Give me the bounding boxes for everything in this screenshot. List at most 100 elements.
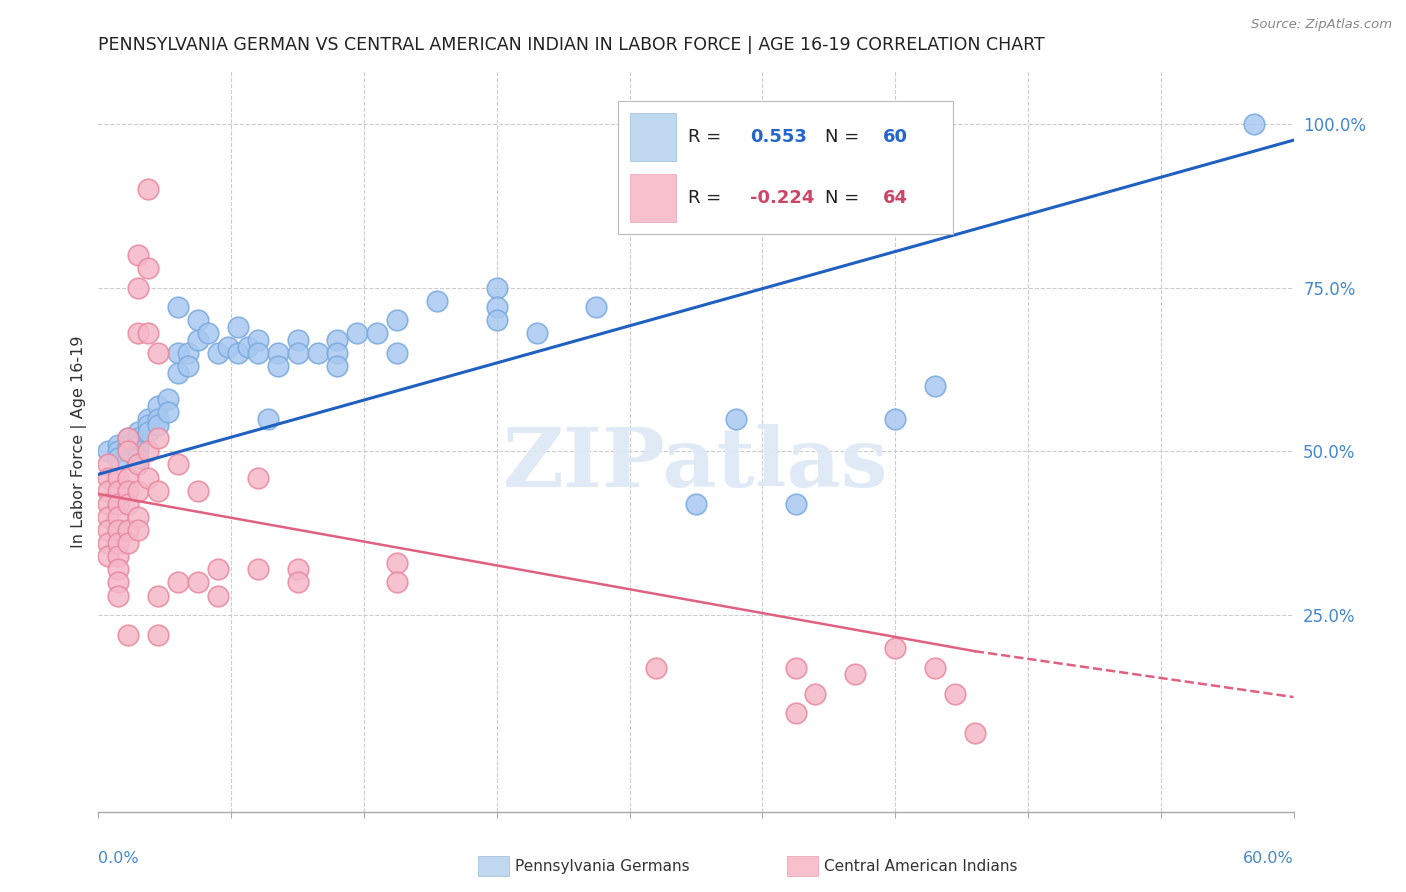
Point — [785, 706, 807, 721]
Point — [326, 333, 349, 347]
Point — [148, 411, 170, 425]
Point — [167, 458, 190, 472]
Point — [785, 497, 807, 511]
Point — [685, 497, 707, 511]
Point — [117, 431, 139, 445]
Point — [485, 280, 508, 294]
Point — [97, 536, 120, 550]
Point — [226, 346, 249, 360]
Text: N =: N = — [825, 189, 865, 207]
Point — [127, 523, 149, 537]
Point — [924, 660, 946, 674]
Point — [287, 562, 309, 576]
Point — [385, 346, 409, 360]
Point — [366, 326, 388, 341]
Point — [117, 444, 139, 458]
Point — [107, 483, 129, 498]
Point — [207, 562, 229, 576]
Point — [148, 418, 170, 433]
Point — [97, 483, 120, 498]
Point — [148, 589, 170, 603]
Point — [844, 667, 866, 681]
Text: PENNSYLVANIA GERMAN VS CENTRAL AMERICAN INDIAN IN LABOR FORCE | AGE 16-19 CORREL: PENNSYLVANIA GERMAN VS CENTRAL AMERICAN … — [98, 36, 1045, 54]
Point — [127, 450, 149, 465]
Point — [645, 660, 668, 674]
Point — [97, 523, 120, 537]
Text: 60: 60 — [883, 128, 907, 146]
FancyBboxPatch shape — [619, 101, 953, 235]
Point — [107, 536, 129, 550]
Point — [236, 339, 259, 353]
Point — [187, 333, 209, 347]
Point — [267, 346, 290, 360]
Point — [97, 549, 120, 564]
Point — [963, 726, 986, 740]
Point — [246, 470, 269, 484]
Point — [148, 483, 170, 498]
Point — [136, 326, 159, 341]
Point — [117, 438, 139, 452]
Point — [136, 470, 159, 484]
Point — [385, 556, 409, 570]
Point — [136, 418, 159, 433]
Point — [526, 326, 548, 341]
Point — [97, 497, 120, 511]
Point — [117, 483, 139, 498]
Point — [256, 411, 278, 425]
Point — [326, 359, 349, 374]
Point — [246, 562, 269, 576]
Point — [884, 640, 907, 655]
Text: N =: N = — [825, 128, 865, 146]
Point — [107, 497, 129, 511]
Point — [107, 589, 129, 603]
Point — [97, 470, 120, 484]
Point — [97, 458, 120, 472]
Point — [127, 280, 149, 294]
Point — [924, 379, 946, 393]
Point — [117, 536, 139, 550]
Point — [148, 628, 170, 642]
Point — [117, 628, 139, 642]
Text: 60.0%: 60.0% — [1243, 851, 1294, 866]
Point — [107, 523, 129, 537]
Point — [127, 438, 149, 452]
Point — [117, 497, 139, 511]
Point — [107, 470, 129, 484]
Point — [127, 326, 149, 341]
Point — [287, 575, 309, 590]
Point — [385, 313, 409, 327]
Point — [226, 319, 249, 334]
Point — [287, 346, 309, 360]
Point — [167, 366, 190, 380]
Point — [167, 300, 190, 314]
Point — [267, 359, 290, 374]
Point — [307, 346, 329, 360]
Text: R =: R = — [688, 128, 727, 146]
Point — [385, 575, 409, 590]
Y-axis label: In Labor Force | Age 16-19: In Labor Force | Age 16-19 — [72, 335, 87, 548]
Point — [127, 483, 149, 498]
Point — [148, 431, 170, 445]
Point — [127, 425, 149, 439]
FancyBboxPatch shape — [630, 113, 676, 161]
Point — [136, 425, 159, 439]
Point — [187, 313, 209, 327]
Text: 0.553: 0.553 — [749, 128, 807, 146]
Text: R =: R = — [688, 189, 727, 207]
Point — [97, 444, 120, 458]
Point — [585, 300, 607, 314]
Point — [943, 687, 966, 701]
Point — [485, 313, 508, 327]
Text: Central American Indians: Central American Indians — [824, 859, 1018, 873]
Point — [136, 260, 159, 275]
Point — [724, 411, 747, 425]
Point — [246, 346, 269, 360]
Point — [107, 575, 129, 590]
Point — [207, 346, 229, 360]
Point — [117, 470, 139, 484]
Point — [157, 405, 180, 419]
Point — [97, 509, 120, 524]
Text: 64: 64 — [883, 189, 907, 207]
Point — [167, 346, 190, 360]
Point — [1243, 117, 1265, 131]
